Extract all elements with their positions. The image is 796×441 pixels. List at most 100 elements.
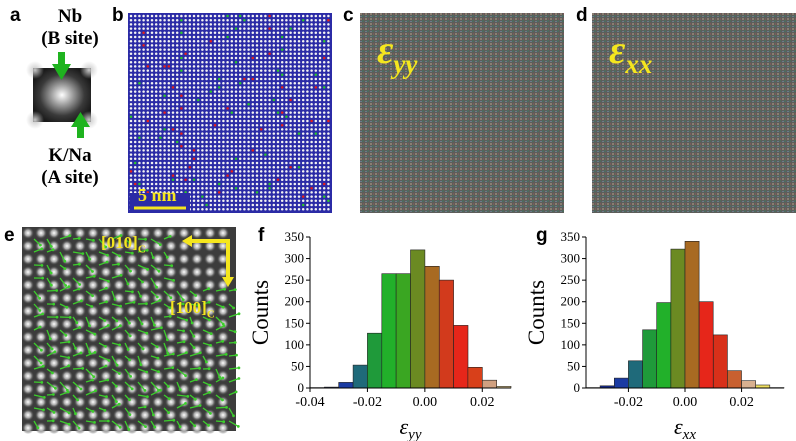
atom-dot (201, 161, 204, 165)
atom-dot (255, 90, 259, 93)
histogram-bar (352, 364, 368, 389)
atom-dot (234, 128, 238, 131)
arrow-head (237, 366, 241, 370)
atom-dot (213, 128, 217, 131)
arrow-head (209, 344, 213, 347)
atom-dot (289, 123, 292, 127)
atom-dot (276, 153, 280, 156)
atom-dot (142, 115, 145, 119)
atom-dot (268, 149, 271, 152)
polarization-arrow (228, 407, 235, 417)
atom-dot (222, 186, 225, 190)
atom-dot (327, 23, 330, 26)
atom-dot (196, 27, 200, 30)
arrow-head (146, 268, 149, 271)
atom-dot (264, 60, 267, 64)
arrow-head (67, 340, 71, 344)
atom-column (100, 266, 112, 278)
atom-dot (259, 94, 263, 98)
atom-dot (205, 165, 208, 169)
atom-dot (163, 39, 166, 43)
atom-dot (133, 23, 137, 26)
atom-column (87, 422, 99, 434)
atom-column (22, 422, 34, 434)
atom-dot (314, 195, 318, 198)
arrow-head (198, 351, 202, 355)
atom-dot (247, 128, 250, 131)
arrow-head (159, 388, 162, 392)
atom-dot (318, 115, 322, 119)
atom-dot (230, 102, 234, 106)
atom-dot (175, 144, 179, 148)
polarization-arrow (111, 234, 122, 240)
atom-dot (209, 170, 213, 173)
polarization-arrow (33, 394, 45, 399)
atom-column (48, 305, 60, 317)
atom-dot (167, 140, 171, 144)
atom-dot (272, 115, 276, 119)
atom-column (22, 305, 34, 317)
atom-dot (243, 23, 246, 26)
atom-dot (159, 52, 162, 56)
atom-dot (154, 27, 158, 30)
atom-dot (188, 60, 192, 64)
atom-dot (289, 174, 292, 177)
atom-dot (314, 207, 318, 211)
atom-dot (213, 81, 217, 85)
atom-dot (247, 140, 250, 144)
atom-dot (306, 111, 309, 114)
corner-atom-icon (26, 111, 44, 129)
atom-dot (264, 136, 267, 140)
atom-column (204, 357, 216, 369)
atom-dot (142, 174, 145, 177)
atom-column (61, 357, 73, 369)
atom-dot (142, 170, 145, 173)
atom-dot (318, 195, 322, 198)
atom-dot (222, 98, 225, 102)
atom-dot (159, 119, 162, 123)
atom-dot (217, 119, 221, 123)
atom-dot (171, 14, 175, 18)
atom-column (48, 266, 60, 278)
atom-dot (301, 178, 305, 182)
atom-dot (205, 60, 208, 64)
atom-column (126, 344, 138, 356)
atom-dot (318, 136, 322, 140)
atom-dot (129, 65, 133, 68)
atom-dot (150, 102, 154, 106)
arrow-head (92, 274, 96, 278)
atom-dot (251, 136, 255, 140)
arrow-head (167, 411, 171, 414)
panel-label-g: g (536, 225, 548, 246)
atom-column (100, 396, 112, 408)
polarization-arrow (150, 290, 158, 298)
atom-dot (167, 165, 171, 169)
atom-dot (255, 153, 259, 156)
polarization-arrow (111, 290, 116, 300)
atom-dot (154, 48, 158, 51)
atom-dot (322, 207, 326, 211)
atom-dot (297, 174, 301, 177)
atom-dot (255, 31, 259, 35)
atom-dot (133, 48, 137, 51)
atom-dot (280, 107, 284, 110)
atom-dot (280, 182, 284, 186)
x-tick-label: -0.02 (614, 395, 643, 410)
atom-dot (306, 140, 309, 144)
atom-dot (306, 207, 309, 211)
atom-dot (318, 81, 322, 85)
atom-dot (314, 161, 318, 165)
arrow-head (75, 321, 79, 325)
atom-dot (322, 136, 326, 140)
atom-dot (217, 128, 221, 131)
atom-dot (264, 119, 267, 123)
atom-dot (289, 165, 292, 169)
atom-dot (314, 35, 318, 39)
atom-dot (310, 94, 313, 98)
arrow-head (79, 387, 83, 391)
atom-dot (142, 98, 145, 102)
atom-dot (276, 186, 280, 190)
atom-dot (289, 115, 292, 119)
panel-label-c: c (343, 5, 354, 26)
polarization-arrow (46, 351, 56, 357)
